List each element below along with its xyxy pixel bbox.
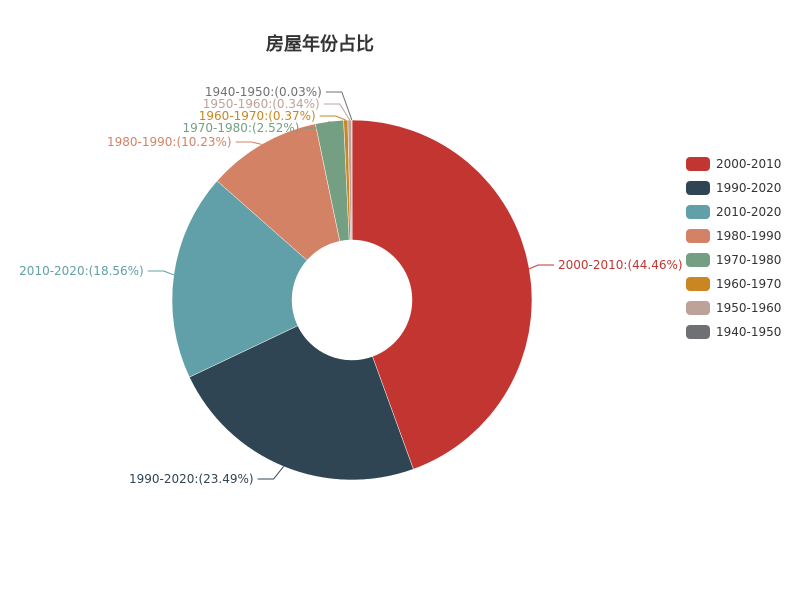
slice-label-1970-1980: 1970-1980:(2.52%) (183, 121, 300, 135)
legend-item-1960-1970[interactable]: 1960-1970 (686, 272, 781, 296)
leader-line-1990-2020 (257, 466, 284, 480)
legend-swatch (686, 205, 710, 219)
legend-item-1970-1980[interactable]: 1970-1980 (686, 248, 781, 272)
slice-label-1950-1960: 1950-1960:(0.34%) (203, 97, 320, 111)
legend-swatch (686, 301, 710, 315)
slices-group (171, 119, 533, 481)
legend-label: 2010-2020 (716, 205, 782, 219)
legend-item-1980-1990[interactable]: 1980-1990 (686, 224, 781, 248)
legend-label: 1980-1990 (716, 229, 782, 243)
legend-label: 1990-2020 (716, 181, 782, 195)
legend-label: 1950-1960 (716, 301, 782, 315)
slice-label-1990-2020: 1990-2020:(23.49%) (129, 472, 254, 486)
slice-label-1960-1970: 1960-1970:(0.37%) (199, 109, 316, 123)
legend-label: 1940-1950 (716, 325, 782, 339)
leader-line-1940-1950 (325, 91, 353, 121)
legend-label: 1970-1980 (716, 253, 782, 267)
chart-title: 房屋年份占比 (266, 34, 374, 55)
leader-line-1970-1980 (303, 121, 330, 129)
legend-item-1990-2020[interactable]: 1990-2020 (686, 176, 781, 200)
leader-line-2000-2010 (529, 264, 554, 270)
legend-item-2010-2020[interactable]: 2010-2020 (686, 200, 781, 224)
legend-label: 2000-2010 (716, 157, 782, 171)
leader-line-1960-1970 (319, 115, 346, 121)
legend-item-1950-1960[interactable]: 1950-1960 (686, 296, 781, 320)
donut-hole (292, 240, 412, 360)
legend-swatch (686, 229, 710, 243)
legend-swatch (686, 277, 710, 291)
slice-label-2010-2020: 2010-2020:(18.56%) (19, 264, 144, 278)
leader-line-1950-1960 (323, 103, 351, 121)
slice-label-1940-1950: 1940-1950:(0.03%) (205, 85, 322, 99)
leader-line-1980-1990 (235, 141, 262, 145)
slice-label-1980-1990: 1980-1990:(10.23%) (107, 135, 232, 149)
legend-label: 1960-1970 (716, 277, 782, 291)
legend-swatch (686, 325, 710, 339)
legend-swatch (686, 253, 710, 267)
leader-line-2010-2020 (147, 270, 174, 276)
labels-group: 2000-2010:(44.46%) 1990-2020:(23.49%) 2010… (19, 85, 682, 486)
slice-label-2000-2010: 2000-2010:(44.46%) (558, 258, 683, 272)
legend-item-2000-2010[interactable]: 2000-2010 (686, 152, 781, 176)
chart-legend: 2000-2010 1990-2020 2010-2020 1980-1990 1970… (686, 152, 781, 344)
legend-swatch (686, 181, 710, 195)
legend-item-1940-1950[interactable]: 1940-1950 (686, 320, 781, 344)
legend-swatch (686, 157, 710, 171)
